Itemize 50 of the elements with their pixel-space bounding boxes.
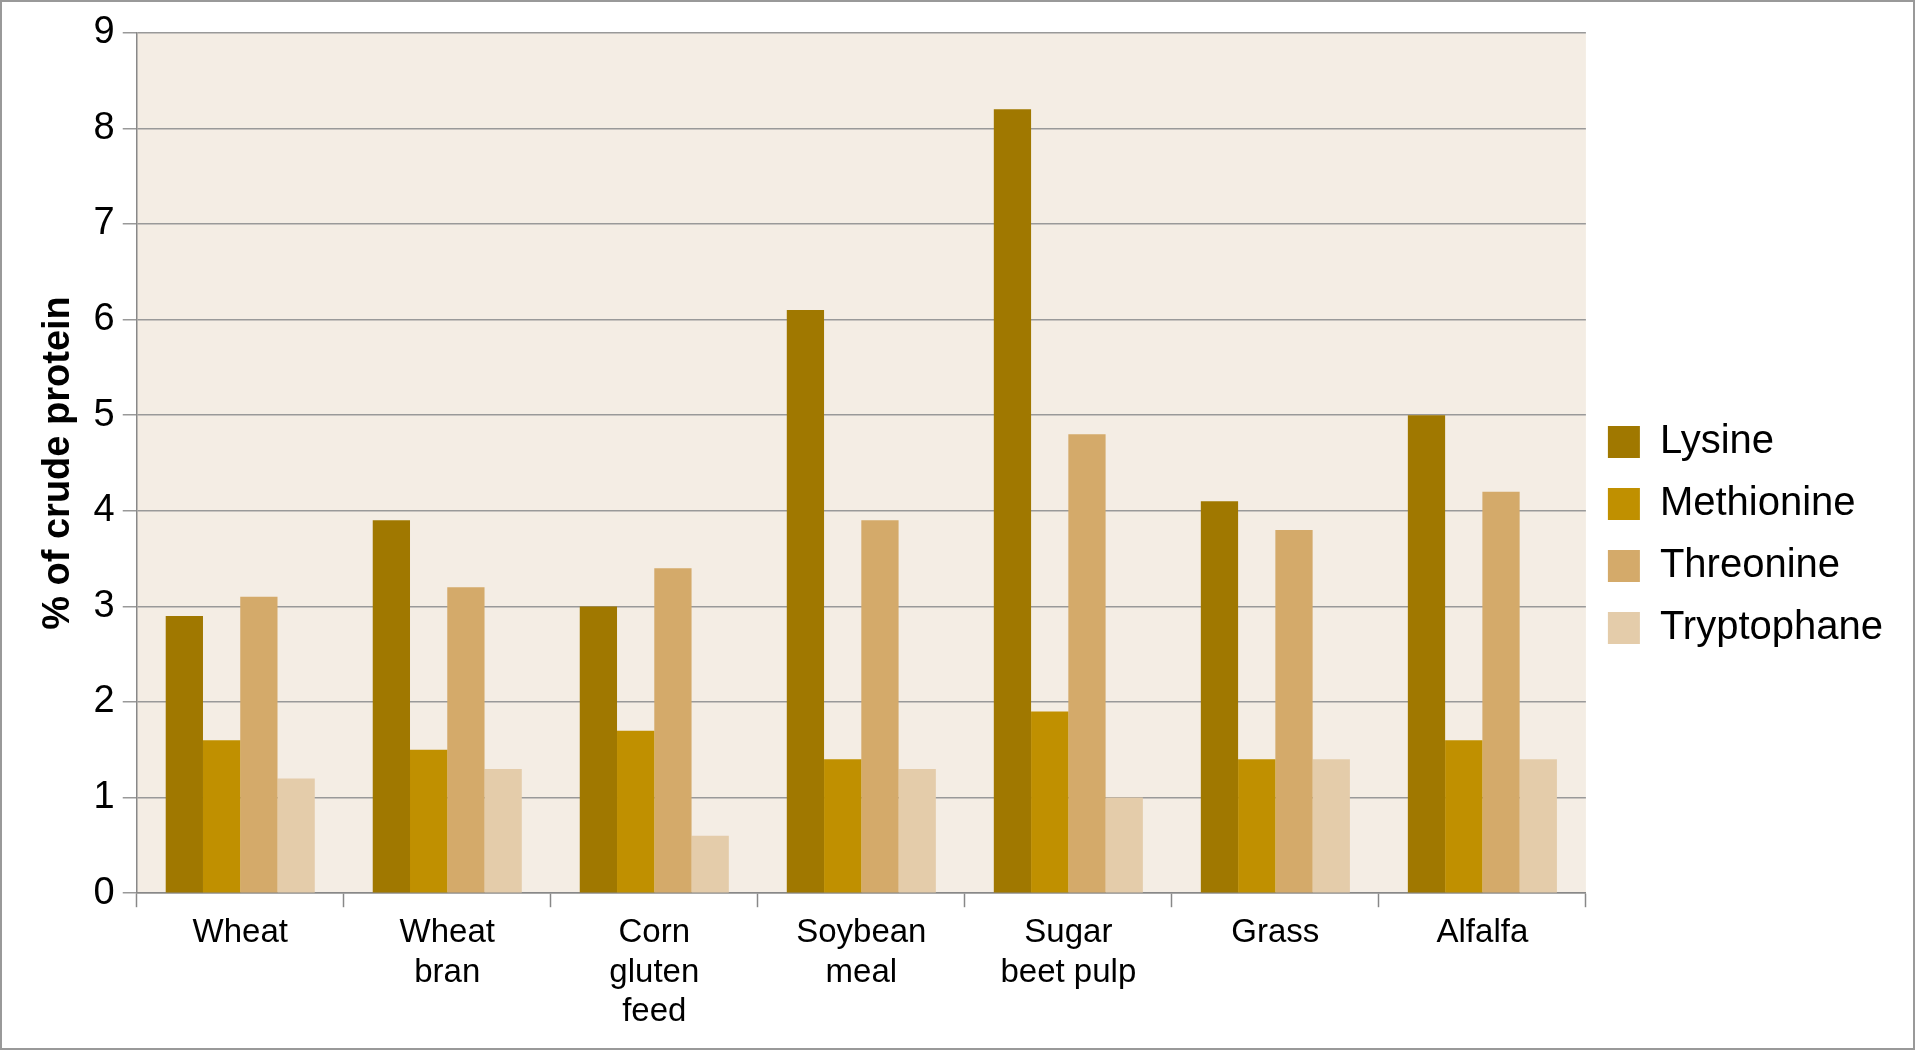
- y-tick-label: 2: [93, 678, 115, 721]
- y-tick-label: 9: [93, 9, 115, 52]
- bar: [786, 310, 825, 893]
- bar: [824, 759, 862, 893]
- legend-label: Tryptophane: [1659, 603, 1883, 648]
- legend-label: Threonine: [1659, 541, 1841, 586]
- legend-label: Lysine: [1659, 417, 1775, 462]
- bar: [1238, 759, 1276, 893]
- bar: [861, 520, 899, 893]
- y-tick-label: 3: [93, 582, 115, 625]
- bar: [202, 740, 241, 893]
- x-tick-label: Corn gluten feed: [609, 912, 700, 1029]
- bar: [579, 606, 618, 893]
- bar: [484, 768, 522, 893]
- x-tick-label: Sugar beet pulp: [1000, 912, 1137, 989]
- bar: [1312, 759, 1350, 893]
- bar: [993, 109, 1032, 893]
- bar: [898, 768, 936, 893]
- y-tick-label: 0: [93, 869, 115, 912]
- bar: [1519, 759, 1557, 893]
- bar: [654, 568, 692, 893]
- bar: [240, 596, 278, 893]
- bar: [1482, 491, 1520, 893]
- bar: [1445, 740, 1483, 893]
- y-tick-label: 7: [93, 200, 115, 243]
- x-tick-label: Grass: [1231, 912, 1320, 950]
- bar: [410, 749, 448, 893]
- bar: [447, 587, 485, 893]
- bar: [372, 520, 410, 893]
- bar: [165, 615, 203, 893]
- x-tick-label: Wheat: [192, 912, 288, 950]
- bar: [277, 778, 315, 893]
- y-tick-label: 6: [93, 296, 115, 339]
- bar: [1105, 797, 1143, 893]
- bar: [1275, 529, 1313, 893]
- x-tick-label: Wheat bran: [399, 912, 495, 989]
- bar: [617, 730, 655, 893]
- bar: [1200, 501, 1239, 893]
- legend-label: Methionine: [1659, 479, 1856, 524]
- y-tick-label: 1: [93, 774, 115, 817]
- bar: [1407, 415, 1446, 893]
- bar: [691, 835, 729, 893]
- x-tick-label: Alfalfa: [1436, 912, 1529, 950]
- x-tick-label: Soybean meal: [796, 912, 927, 989]
- y-tick-label: 5: [93, 391, 115, 434]
- y-tick-label: 8: [93, 104, 115, 147]
- bar: [1068, 434, 1106, 893]
- y-tick-label: 4: [93, 487, 115, 530]
- y-axis-title: % of crude protein: [35, 296, 78, 630]
- bar: [1031, 711, 1069, 893]
